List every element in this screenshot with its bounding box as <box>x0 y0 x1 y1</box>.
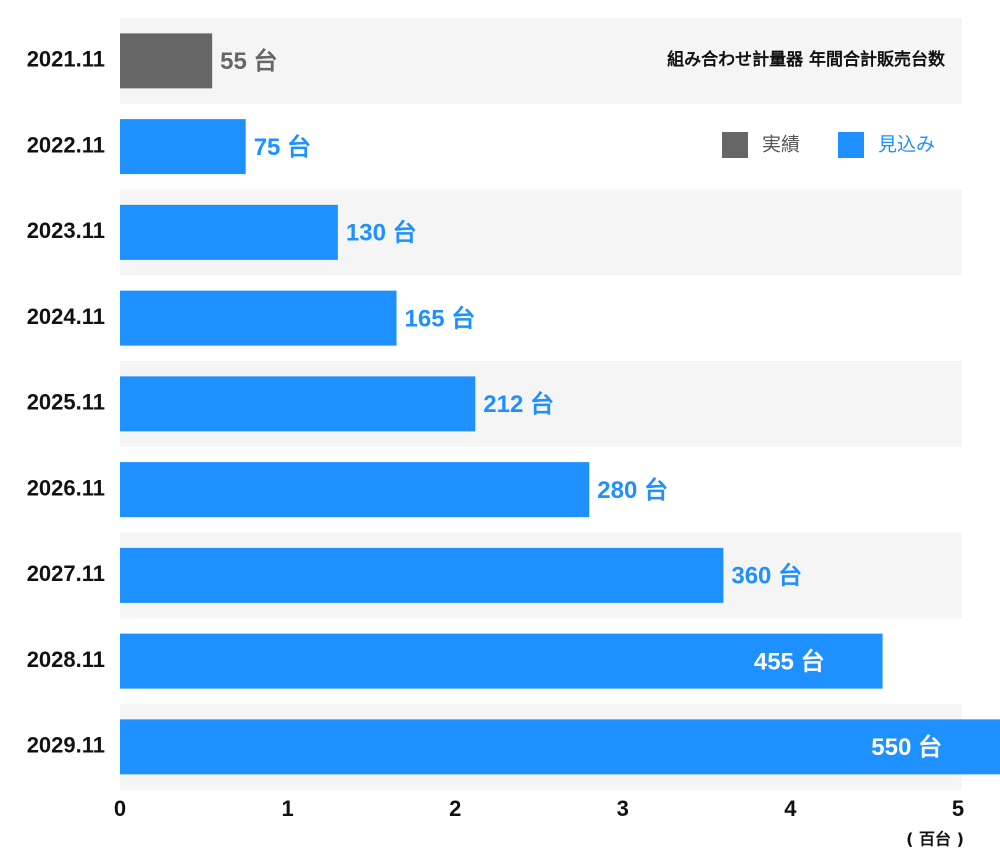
bar <box>120 119 246 175</box>
value-label: 360 台 <box>731 562 802 590</box>
y-tick-label: 2022.11 <box>27 132 105 157</box>
bar <box>120 462 590 518</box>
bar <box>120 290 397 346</box>
x-tick-label: 4 <box>784 796 797 821</box>
y-tick-label: 2021.11 <box>27 47 105 72</box>
bar <box>120 547 724 603</box>
value-label: 75 台 <box>254 133 311 161</box>
x-tick-label: 2 <box>449 796 461 821</box>
value-label: 130 台 <box>346 219 417 247</box>
value-label: 212 台 <box>483 390 554 418</box>
legend-swatch <box>722 132 748 158</box>
legend-swatch <box>838 132 864 158</box>
legend-label: 見込み <box>878 134 935 156</box>
y-tick-label: 2026.11 <box>27 475 105 500</box>
y-tick-label: 2023.11 <box>27 218 105 243</box>
bar <box>120 33 213 89</box>
value-label: 280 台 <box>597 476 668 504</box>
x-axis-label: ( 百台 ) <box>906 830 964 849</box>
chart-title: 組み合わせ計量器 年間合計販売台数 <box>667 49 946 70</box>
x-tick-label: 5 <box>952 796 964 821</box>
legend-label: 実績 <box>762 134 800 156</box>
x-tick-label: 1 <box>281 796 293 821</box>
y-tick-label: 2029.11 <box>27 733 105 758</box>
y-tick-label: 2028.11 <box>27 647 105 672</box>
x-tick-label: 0 <box>114 796 126 821</box>
row-band <box>120 18 962 104</box>
y-tick-label: 2025.11 <box>27 390 105 415</box>
y-tick-label: 2027.11 <box>27 561 105 586</box>
value-label: 550 台 <box>871 733 942 761</box>
bar <box>120 204 338 260</box>
value-label: 55 台 <box>220 47 277 75</box>
bar <box>120 633 883 689</box>
y-tick-label: 2024.11 <box>27 304 105 329</box>
bar <box>120 376 476 432</box>
bar <box>120 719 1000 775</box>
value-label: 165 台 <box>405 304 476 332</box>
value-label: 455 台 <box>754 647 825 675</box>
x-tick-label: 3 <box>617 796 629 821</box>
